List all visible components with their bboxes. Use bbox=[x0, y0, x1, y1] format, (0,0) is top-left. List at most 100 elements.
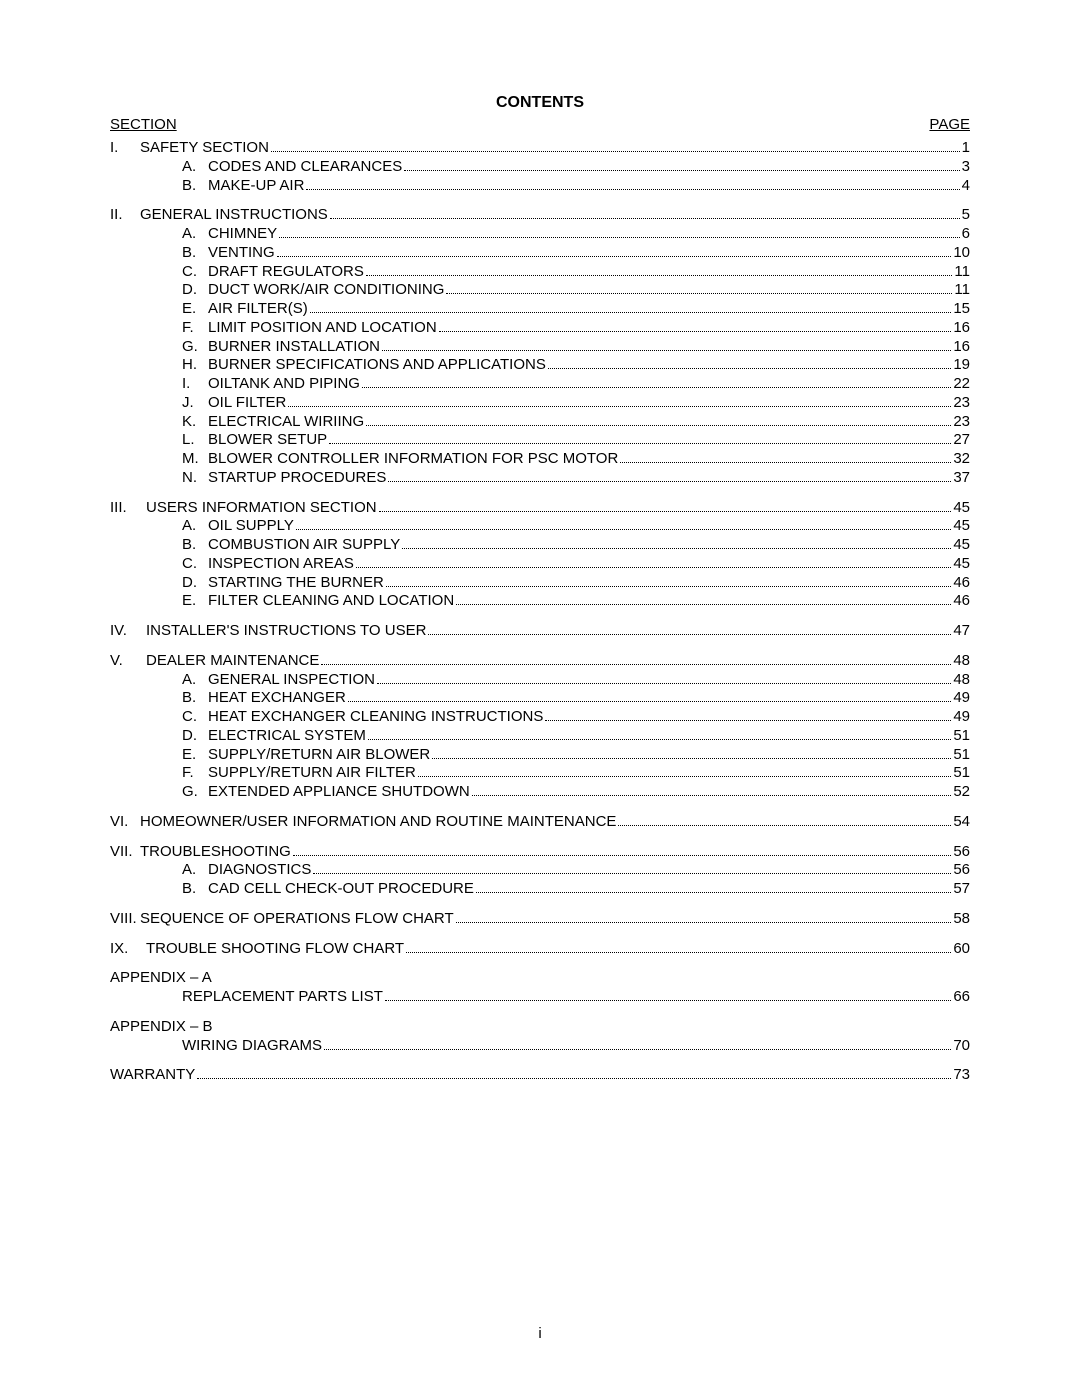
toc-entry-number: VIII. bbox=[110, 910, 140, 929]
toc-entry-number: C. bbox=[182, 708, 208, 727]
toc-entry-label: ELECTRICAL SYSTEM bbox=[208, 727, 366, 746]
toc-entry-page: 32 bbox=[953, 450, 970, 469]
toc-entry-label: INSTALLER'S INSTRUCTIONS TO USER bbox=[146, 622, 426, 641]
toc-leader bbox=[313, 873, 951, 874]
toc-entry-number: A. bbox=[182, 671, 208, 690]
toc-leader bbox=[446, 293, 952, 294]
toc-entry: F. SUPPLY/RETURN AIR FILTER51 bbox=[182, 764, 970, 783]
toc-entry: K. ELECTRICAL WIRIING23 bbox=[182, 413, 970, 432]
toc-entry: A. DIAGNOSTICS56 bbox=[182, 861, 970, 880]
toc-entry-page: 46 bbox=[953, 574, 970, 593]
toc-entry: G. EXTENDED APPLIANCE SHUTDOWN52 bbox=[182, 783, 970, 802]
toc-leader bbox=[366, 425, 951, 426]
toc-leader bbox=[324, 1049, 951, 1050]
toc-entry-number: E. bbox=[182, 592, 208, 611]
toc-entry-label: VENTING bbox=[208, 244, 275, 263]
toc-entry-number: F. bbox=[182, 764, 208, 783]
toc-entry-label: BURNER SPECIFICATIONS AND APPLICATIONS bbox=[208, 356, 546, 375]
toc-entry-number: B. bbox=[182, 244, 208, 263]
toc-entry-page: 57 bbox=[953, 880, 970, 899]
toc-entry-page: 10 bbox=[953, 244, 970, 263]
toc-leader bbox=[402, 548, 951, 549]
toc-entry-page: 56 bbox=[953, 843, 970, 862]
toc-entry-page: 11 bbox=[954, 263, 970, 282]
toc-entry-number: D. bbox=[182, 727, 208, 746]
toc-leader bbox=[348, 701, 952, 702]
page-number: i bbox=[0, 1325, 1080, 1342]
toc-entry-number: B. bbox=[182, 689, 208, 708]
toc-entry: J. OIL FILTER23 bbox=[182, 394, 970, 413]
toc-entry: IV. INSTALLER'S INSTRUCTIONS TO USER47 bbox=[110, 622, 970, 641]
toc-entry-label: OIL SUPPLY bbox=[208, 517, 294, 536]
toc-entry-page: 11 bbox=[954, 281, 970, 300]
toc-entry-label: STARTUP PROCEDURES bbox=[208, 469, 386, 488]
toc-leader bbox=[279, 237, 959, 238]
header-row: SECTION PAGE bbox=[110, 116, 970, 133]
toc-entry-label: HEAT EXCHANGER bbox=[208, 689, 346, 708]
toc-entry: V. DEALER MAINTENANCE48 bbox=[110, 652, 970, 671]
toc-entry-label: SEQUENCE OF OPERATIONS FLOW CHART bbox=[140, 910, 454, 929]
toc-entry: M. BLOWER CONTROLLER INFORMATION FOR PSC… bbox=[182, 450, 970, 469]
toc-leader bbox=[406, 952, 951, 953]
toc-entry-number: I. bbox=[182, 375, 208, 394]
toc-leader bbox=[296, 529, 951, 530]
toc-leader bbox=[271, 151, 960, 152]
toc-entry-page: 45 bbox=[953, 499, 970, 518]
toc-entry: D. ELECTRICAL SYSTEM51 bbox=[182, 727, 970, 746]
toc-entry: D. DUCT WORK/AIR CONDITIONING11 bbox=[182, 281, 970, 300]
toc-entry-number: L. bbox=[182, 431, 208, 450]
toc-entry-page: 73 bbox=[953, 1066, 970, 1085]
toc-entry-number: G. bbox=[182, 783, 208, 802]
toc-entry-label: HOMEOWNER/USER INFORMATION AND ROUTINE M… bbox=[140, 813, 616, 832]
toc-heading: APPENDIX – A bbox=[110, 969, 970, 988]
toc-entry-page: 47 bbox=[953, 622, 970, 641]
toc-leader bbox=[418, 776, 951, 777]
toc-leader bbox=[366, 275, 953, 276]
toc-leader bbox=[382, 350, 951, 351]
toc-entry-page: 23 bbox=[953, 413, 970, 432]
toc-leader bbox=[288, 406, 951, 407]
toc-entry-label: INSPECTION AREAS bbox=[208, 555, 354, 574]
toc-entry: B. MAKE-UP AIR4 bbox=[182, 177, 970, 196]
toc-entry: E. FILTER CLEANING AND LOCATION46 bbox=[182, 592, 970, 611]
toc-leader bbox=[379, 511, 952, 512]
toc-entry: III. USERS INFORMATION SECTION45 bbox=[110, 499, 970, 518]
toc-entry-number: IX. bbox=[110, 940, 146, 959]
toc-gap bbox=[110, 899, 970, 910]
toc-entry: D. STARTING THE BURNER46 bbox=[182, 574, 970, 593]
toc-entry-label: AIR FILTER(S) bbox=[208, 300, 308, 319]
toc-leader bbox=[377, 683, 951, 684]
toc-entry: I. OILTANK AND PIPING22 bbox=[182, 375, 970, 394]
toc-entry-number: K. bbox=[182, 413, 208, 432]
toc-entry-number: B. bbox=[182, 177, 208, 196]
toc-entry-page: 45 bbox=[953, 517, 970, 536]
toc-entry: B. VENTING 10 bbox=[182, 244, 970, 263]
toc-leader bbox=[476, 892, 951, 893]
toc-entry-number: C. bbox=[182, 263, 208, 282]
toc-leader bbox=[456, 922, 952, 923]
toc-leader bbox=[310, 312, 952, 313]
toc-entry: II. GENERAL INSTRUCTIONS5 bbox=[110, 206, 970, 225]
toc-entry-label: USERS INFORMATION SECTION bbox=[146, 499, 377, 518]
toc-entry-label: OIL FILTER bbox=[208, 394, 286, 413]
toc-entry-label: WARRANTY bbox=[110, 1066, 195, 1085]
toc-entry-label: CODES AND CLEARANCES bbox=[208, 158, 402, 177]
toc-entry-page: 48 bbox=[953, 671, 970, 690]
toc-leader bbox=[197, 1078, 951, 1079]
toc-leader bbox=[362, 387, 951, 388]
toc-entry: H. BURNER SPECIFICATIONS AND APPLICATION… bbox=[182, 356, 970, 375]
toc-entry-label: DEALER MAINTENANCE bbox=[146, 652, 319, 671]
toc-entry-label: DIAGNOSTICS bbox=[208, 861, 311, 880]
toc-gap bbox=[110, 929, 970, 940]
toc-entry-number: VI. bbox=[110, 813, 140, 832]
toc-leader bbox=[329, 443, 951, 444]
toc-entry-label: OILTANK AND PIPING bbox=[208, 375, 360, 394]
toc-leader bbox=[385, 1000, 951, 1001]
toc-gap bbox=[110, 1055, 970, 1066]
toc-leader bbox=[456, 604, 951, 605]
toc-leader bbox=[472, 795, 952, 796]
toc-entry-page: 66 bbox=[953, 988, 970, 1007]
toc-entry-label: SUPPLY/RETURN AIR BLOWER bbox=[208, 746, 430, 765]
toc-gap bbox=[110, 488, 970, 499]
toc-entry-page: 46 bbox=[953, 592, 970, 611]
